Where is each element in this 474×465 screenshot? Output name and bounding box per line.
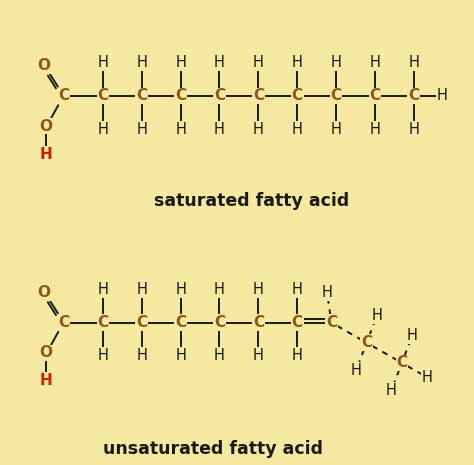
Text: H: H [407,328,418,343]
Text: C: C [369,88,381,103]
Text: H: H [292,282,302,297]
Text: H: H [175,121,186,137]
Text: C: C [214,315,225,330]
Text: C: C [214,88,225,103]
Text: H: H [214,121,225,137]
Text: H: H [98,282,108,297]
Text: H: H [372,308,383,323]
Text: H: H [409,121,419,137]
Text: C: C [408,88,419,103]
Text: O: O [37,285,51,300]
Text: H: H [370,55,380,70]
Text: H: H [292,121,302,137]
Text: H: H [322,286,333,300]
Text: H: H [214,282,225,297]
Text: H: H [351,363,362,378]
Text: C: C [58,315,70,330]
Text: O: O [37,58,51,73]
Text: O: O [39,345,53,360]
Text: H: H [137,55,147,70]
Text: C: C [175,315,186,330]
Text: H: H [98,121,108,137]
Text: C: C [97,88,109,103]
Text: C: C [330,88,342,103]
Text: H: H [175,348,186,363]
Text: H: H [386,383,397,398]
Text: H: H [331,121,341,137]
Text: H: H [253,55,264,70]
Text: H: H [253,282,264,297]
Text: H: H [98,348,108,363]
Text: C: C [292,315,303,330]
Text: H: H [137,121,147,137]
Text: C: C [58,88,70,103]
Text: H: H [421,370,432,385]
Text: H: H [253,348,264,363]
Text: C: C [136,315,147,330]
Text: C: C [175,88,186,103]
Text: H: H [214,55,225,70]
Text: unsaturated fatty acid: unsaturated fatty acid [103,440,323,458]
Text: C: C [326,315,337,330]
Text: H: H [175,55,186,70]
Text: H: H [292,348,302,363]
Text: H: H [214,348,225,363]
Text: C: C [253,88,264,103]
Text: H: H [437,88,447,103]
Text: H: H [40,373,52,388]
Text: C: C [361,335,372,350]
Text: H: H [253,121,264,137]
Text: H: H [137,282,147,297]
Text: C: C [292,88,303,103]
Text: C: C [396,355,408,371]
Text: H: H [292,55,302,70]
Text: C: C [253,315,264,330]
Text: H: H [40,146,52,161]
Text: H: H [137,348,147,363]
Text: saturated fatty acid: saturated fatty acid [154,192,349,210]
Text: H: H [331,55,341,70]
Text: H: H [370,121,380,137]
Text: H: H [98,55,108,70]
Text: C: C [136,88,147,103]
Text: H: H [175,282,186,297]
Text: O: O [39,119,53,133]
Text: H: H [409,55,419,70]
Text: C: C [97,315,109,330]
